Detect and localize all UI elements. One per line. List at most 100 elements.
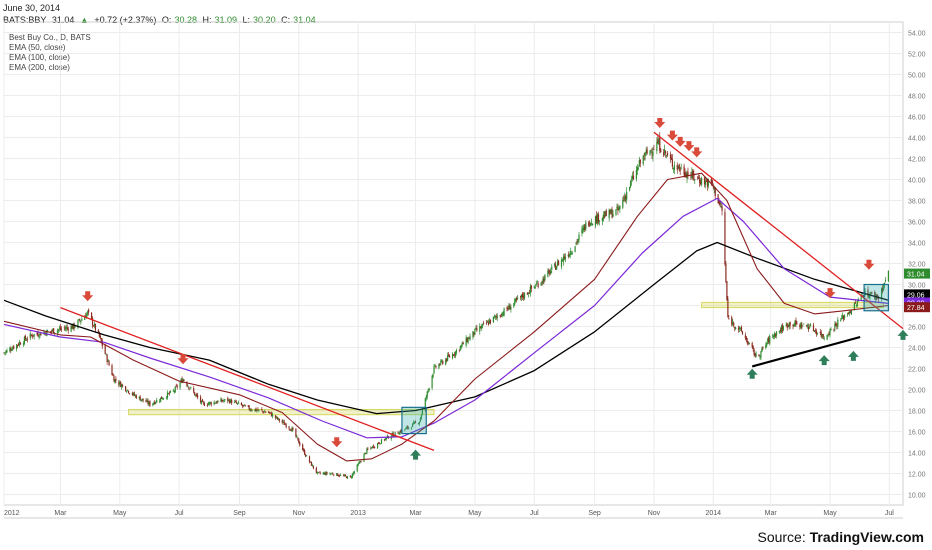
candle-body — [698, 177, 700, 180]
candle-body — [165, 397, 168, 399]
candle-body — [615, 209, 617, 215]
candle-body — [762, 346, 764, 348]
candle-body — [304, 449, 306, 455]
trendlines — [60, 131, 904, 452]
candle-body — [639, 159, 641, 164]
x-tick-label: Nov — [293, 510, 306, 517]
candle-body — [556, 266, 558, 270]
up-arrow-icon — [410, 449, 422, 460]
candle-body — [257, 409, 259, 411]
candle-body — [153, 402, 155, 405]
candle-body — [454, 351, 457, 357]
candle-body — [453, 354, 456, 356]
y-tick-label: 42.00 — [908, 157, 926, 164]
candle-body — [393, 435, 395, 437]
y-tick-label: 12.00 — [908, 472, 926, 479]
candle-body — [13, 346, 15, 349]
candle-body — [830, 329, 832, 331]
candle-body — [37, 333, 39, 337]
candle-body — [761, 348, 763, 352]
candle-body — [847, 312, 850, 315]
candle-body — [747, 342, 749, 344]
candle-body — [188, 386, 190, 389]
candle-body — [406, 426, 408, 428]
candle-body — [400, 430, 402, 433]
candle-body — [560, 259, 563, 267]
candle-body — [581, 229, 583, 234]
down-arrow-icon — [666, 130, 678, 141]
candle-body — [209, 402, 211, 404]
candle-body — [199, 396, 202, 403]
up-arrow-icon — [897, 329, 909, 340]
candle-body — [79, 319, 81, 321]
candle-body — [626, 191, 628, 200]
candle-body — [451, 353, 454, 359]
candle-body — [493, 316, 495, 318]
candle-body — [142, 398, 144, 401]
candle-body — [562, 256, 565, 262]
candle-body — [793, 324, 795, 327]
candle-body — [432, 373, 434, 378]
candle-body — [664, 149, 666, 153]
candle-body — [308, 456, 311, 463]
candle-body — [367, 448, 369, 450]
x-tick-label: May — [468, 510, 482, 517]
candle-body — [515, 299, 517, 301]
candle-body — [243, 404, 245, 407]
candle-body — [71, 325, 73, 329]
candle-body — [449, 356, 451, 358]
ema50-line — [3, 172, 889, 462]
candle-body — [652, 151, 654, 157]
candle-body — [625, 195, 627, 199]
candle-body — [829, 329, 831, 335]
candle-body — [413, 422, 415, 424]
candle-body — [80, 320, 82, 323]
candle-body — [179, 382, 181, 388]
candle-body — [419, 417, 422, 422]
candle-body — [377, 443, 379, 448]
candle-body — [808, 326, 810, 330]
price-label-box — [904, 302, 930, 313]
candle-body — [501, 312, 503, 317]
candle-body — [466, 338, 468, 342]
candle-body — [343, 475, 346, 476]
candle-body — [256, 410, 258, 412]
candle-body — [875, 295, 877, 300]
candle-body — [254, 409, 256, 412]
grid — [3, 21, 904, 506]
candle-body — [358, 462, 360, 464]
candle-body — [365, 453, 367, 454]
candle-body — [139, 396, 141, 401]
candle-body — [235, 402, 238, 404]
candle-body — [147, 400, 149, 405]
candle-body — [176, 385, 178, 388]
candle-body — [772, 335, 774, 337]
candle-body — [828, 334, 830, 336]
x-tick-label: Jul — [530, 510, 539, 517]
candle-body — [819, 331, 821, 333]
candle-body — [623, 198, 625, 200]
candle-body — [5, 350, 7, 353]
candle-body — [424, 398, 426, 411]
candle-body — [617, 207, 619, 211]
candle-body — [390, 436, 392, 439]
candle-body — [11, 350, 13, 351]
candle-body — [707, 179, 710, 186]
candle-body — [236, 403, 239, 404]
candle-body — [154, 401, 156, 404]
candle-body — [196, 393, 198, 396]
candle-body — [856, 300, 858, 306]
candle-body — [624, 196, 626, 201]
y-tick-label: 30.00 — [908, 283, 926, 290]
candle-body — [221, 399, 223, 402]
x-tick-label: 2014 — [705, 510, 721, 517]
candle-body — [789, 322, 791, 326]
candle-body — [731, 317, 733, 325]
candle-body — [672, 167, 674, 170]
candle-body — [740, 326, 743, 332]
candle-body — [677, 166, 679, 168]
y-tick-label: 38.00 — [908, 199, 926, 206]
candle-body — [670, 157, 673, 160]
candle-body — [567, 254, 569, 257]
candle-body — [848, 311, 851, 314]
